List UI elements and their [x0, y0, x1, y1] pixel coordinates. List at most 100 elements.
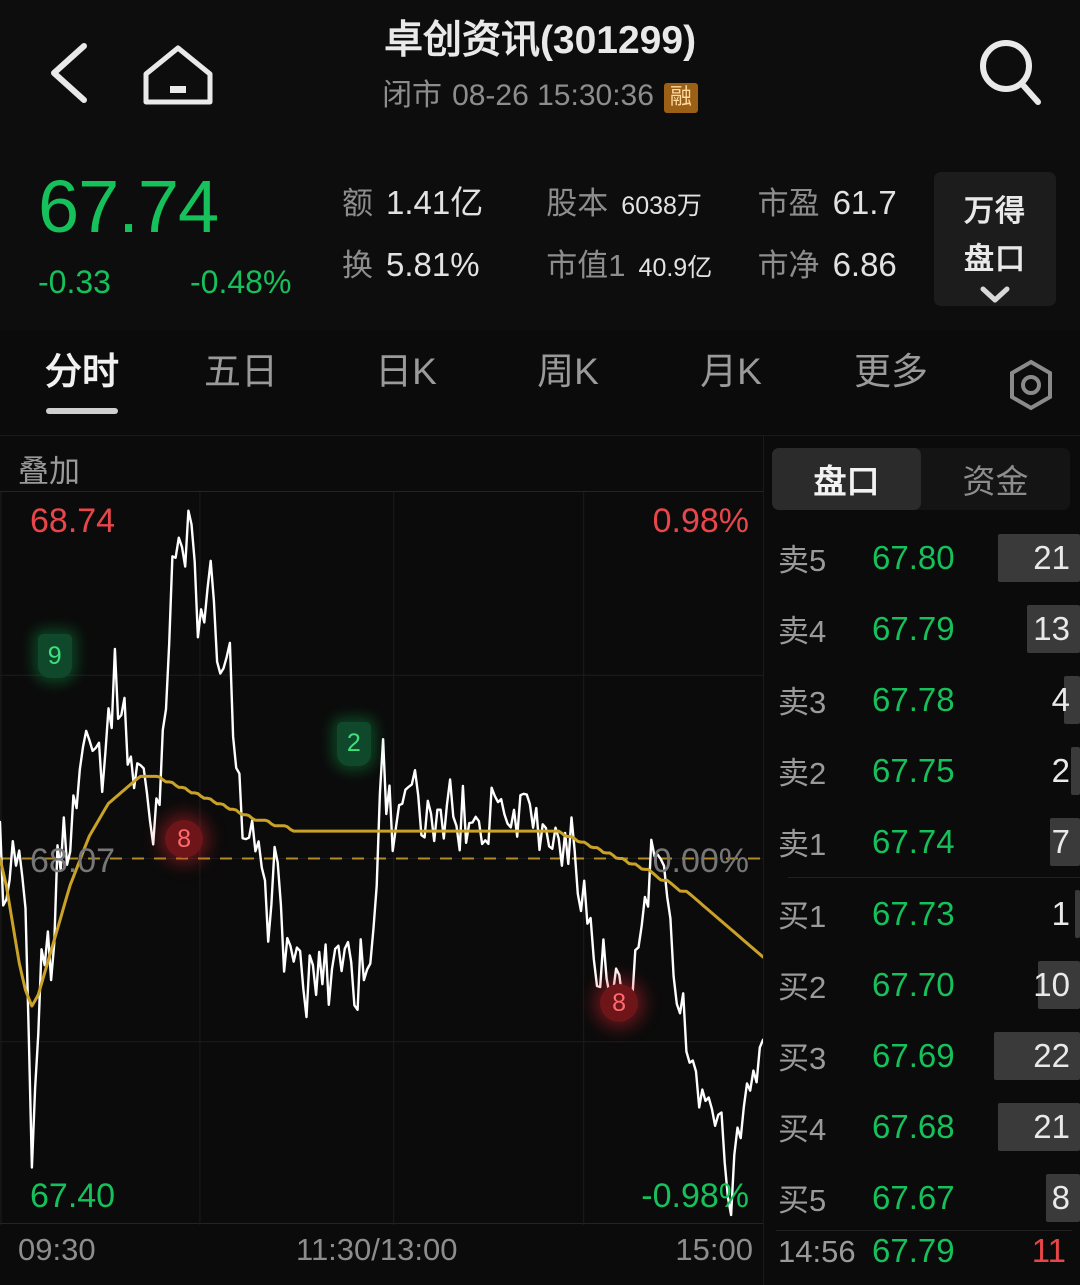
- price-change: -0.33: [38, 264, 111, 300]
- order-book-panel: 盘口 资金 卖5 67.80 21 卖4 67.79 13 卖3 67.78 4 卖2 67.75 2…: [763, 436, 1080, 1285]
- header-titles: 卓创资讯(301299) 闭市 08-26 15:30:36 融: [0, 16, 1080, 114]
- stat-turnover: 换 5.81%: [342, 240, 546, 285]
- wind-orderbook-button[interactable]: 万得 盘口: [934, 172, 1056, 306]
- market-status-line: 闭市 08-26 15:30:36 融: [382, 78, 698, 114]
- order-book-row[interactable]: 卖3 67.78 4: [764, 664, 1080, 735]
- app-header: 卓创资讯(301299) 闭市 08-26 15:30:36 融: [0, 0, 1080, 150]
- stat-pb: 市净 6.86: [758, 240, 922, 285]
- stat-marketcap-value: 40.9亿: [638, 254, 713, 282]
- order-book-row[interactable]: 买5 67.67 8: [764, 1162, 1080, 1233]
- volume-bar: [1038, 960, 1080, 1009]
- stat-shares: 股本 6038万: [546, 178, 757, 223]
- order-book-row[interactable]: 卖2 67.75 2: [764, 735, 1080, 806]
- order-book-row[interactable]: 买1 67.73 1: [764, 878, 1080, 949]
- order-book-row[interactable]: 买2 67.70 10: [764, 949, 1080, 1020]
- back-button[interactable]: [44, 40, 96, 106]
- order-book-volume: 7: [1051, 822, 1070, 860]
- order-book-level: 买3: [778, 1041, 827, 1076]
- chart-period-tabs: 分时 五日 日K 周K 月K 更多: [0, 330, 1080, 436]
- last-trade-price: 67.79: [872, 1232, 955, 1269]
- tab-wuri[interactable]: 五日: [185, 348, 297, 396]
- order-book-volume: 2: [1051, 751, 1070, 789]
- order-book-tabs: 盘口 资金: [772, 448, 1070, 510]
- intraday-chart-panel: 叠加 68.74 0.98% 68.07 0.00% 67.40 -0.98% …: [0, 436, 763, 1285]
- chart-marker-red[interactable]: 8: [600, 984, 639, 1023]
- tab-more[interactable]: 更多: [835, 348, 947, 396]
- stat-amount: 额 1.41亿: [342, 176, 546, 224]
- order-book-price: 67.75: [872, 751, 955, 789]
- chart-marker-green[interactable]: 9: [37, 634, 72, 679]
- stat-pb-label: 市净: [757, 248, 820, 283]
- overlay-button[interactable]: 叠加: [18, 454, 80, 489]
- stats-grid: 额 1.41亿 股本 6038万 市盈 61.7 换 5.81% 市: [342, 176, 922, 304]
- tab-wuri-label: 五日: [204, 351, 278, 392]
- last-trade-divider: [776, 1230, 1072, 1231]
- order-book-price: 67.68: [872, 1107, 955, 1145]
- market-status: 闭市: [382, 79, 443, 112]
- volume-bar: [1050, 817, 1080, 866]
- volume-bar: [997, 533, 1080, 582]
- order-book-row[interactable]: 买4 67.68 21: [764, 1091, 1080, 1162]
- stat-pe: 市盈 61.7: [758, 178, 922, 223]
- stat-shares-label: 股本: [546, 186, 609, 221]
- volume-bar: [1074, 889, 1080, 938]
- tab-rik[interactable]: 日K: [350, 348, 462, 396]
- chart-canvas: [0, 492, 763, 1225]
- home-button[interactable]: [140, 44, 216, 106]
- order-book-volume: 4: [1051, 680, 1070, 718]
- order-book-price: 67.70: [872, 965, 955, 1003]
- order-book-row[interactable]: 卖1 67.74 7: [764, 806, 1080, 877]
- order-book-volume: 8: [1051, 1178, 1070, 1216]
- chart-marker-green[interactable]: 2: [336, 721, 371, 766]
- order-book-row[interactable]: 卖4 67.79 13: [764, 593, 1080, 664]
- order-book-level: 卖1: [778, 827, 827, 862]
- order-book-price: 67.74: [872, 822, 955, 860]
- quote-summary: 67.74 -0.33 -0.48% 额 1.41亿 股本 6038万 市盈 6…: [0, 150, 1080, 330]
- chevron-down-icon: [934, 282, 1056, 311]
- tab-fenshi[interactable]: 分时: [26, 348, 138, 414]
- content-area: 叠加 68.74 0.98% 68.07 0.00% 67.40 -0.98% …: [0, 436, 1080, 1285]
- order-book-level: 卖3: [778, 685, 827, 720]
- tab-more-label: 更多: [854, 351, 928, 392]
- stat-shares-value: 6038万: [621, 192, 702, 220]
- margin-trading-badge: 融: [663, 83, 698, 113]
- tab-zijin[interactable]: 资金: [962, 463, 1029, 500]
- x-tick-open: 09:30: [18, 1232, 96, 1267]
- stat-pe-label: 市盈: [757, 186, 820, 221]
- volume-bar: [997, 1102, 1080, 1151]
- tab-pankou[interactable]: 盘口: [772, 448, 921, 510]
- x-tick-close: 15:00: [675, 1232, 753, 1267]
- tab-zhouk[interactable]: 周K: [512, 348, 624, 396]
- quote-timestamp: 08-26 15:30:36: [452, 79, 654, 112]
- order-book-level: 买5: [778, 1183, 827, 1218]
- order-book-level: 买4: [778, 1112, 827, 1147]
- wind-button-line2: 盘口: [964, 243, 1026, 276]
- order-book-price: 67.69: [872, 1036, 955, 1074]
- tab-yuek-label: 月K: [700, 351, 762, 392]
- chart-marker-red[interactable]: 8: [165, 820, 204, 859]
- stat-marketcap: 市值1 40.9亿: [546, 240, 757, 285]
- x-tick-noon: 11:30/13:00: [296, 1232, 458, 1267]
- search-icon[interactable]: [972, 34, 1048, 112]
- order-book-price: 67.78: [872, 680, 955, 718]
- chart-x-axis: 09:30 11:30/13:00 15:00: [0, 1228, 763, 1283]
- order-book-level: 卖5: [778, 543, 827, 578]
- order-book-volume: 22: [1033, 1036, 1070, 1074]
- tab-yuek[interactable]: 月K: [675, 348, 787, 396]
- stats-row-2: 换 5.81% 市值1 40.9亿 市净 6.86: [342, 240, 922, 304]
- hex-gear-icon[interactable]: [1004, 358, 1058, 412]
- stat-pe-value: 61.7: [832, 184, 897, 221]
- volume-bar: [1070, 746, 1080, 795]
- stat-amount-value: 1.41亿: [386, 184, 484, 221]
- order-book-row[interactable]: 买3 67.69 22: [764, 1020, 1080, 1091]
- order-book-row[interactable]: 卖5 67.80 21: [764, 522, 1080, 593]
- order-book-price: 67.79: [872, 609, 955, 647]
- order-book-level: 买1: [778, 899, 827, 934]
- last-trade-time: 14:56: [778, 1234, 856, 1269]
- tab-fenshi-label: 分时: [45, 351, 119, 392]
- order-book-volume: 21: [1033, 538, 1070, 576]
- stat-turnover-value: 5.81%: [386, 246, 480, 283]
- volume-bar: [1027, 604, 1080, 653]
